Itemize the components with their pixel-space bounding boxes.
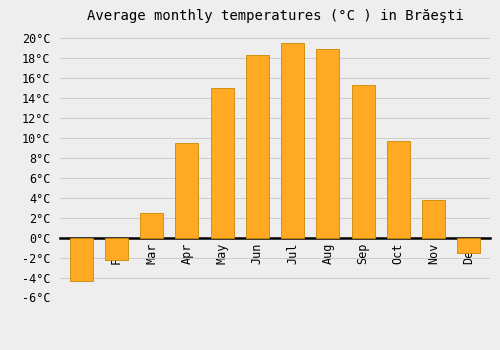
- Title: Average monthly temperatures (°C ) in Brăeşti: Average monthly temperatures (°C ) in Br…: [86, 9, 464, 23]
- Bar: [70, 238, 92, 281]
- Bar: [316, 49, 340, 238]
- Bar: [210, 88, 234, 238]
- Bar: [246, 55, 269, 238]
- Bar: [352, 85, 374, 238]
- Bar: [105, 238, 128, 260]
- Bar: [140, 213, 163, 238]
- Bar: [422, 200, 445, 238]
- Bar: [458, 238, 480, 253]
- Bar: [281, 43, 304, 238]
- Bar: [387, 141, 410, 238]
- Bar: [176, 143, 199, 238]
